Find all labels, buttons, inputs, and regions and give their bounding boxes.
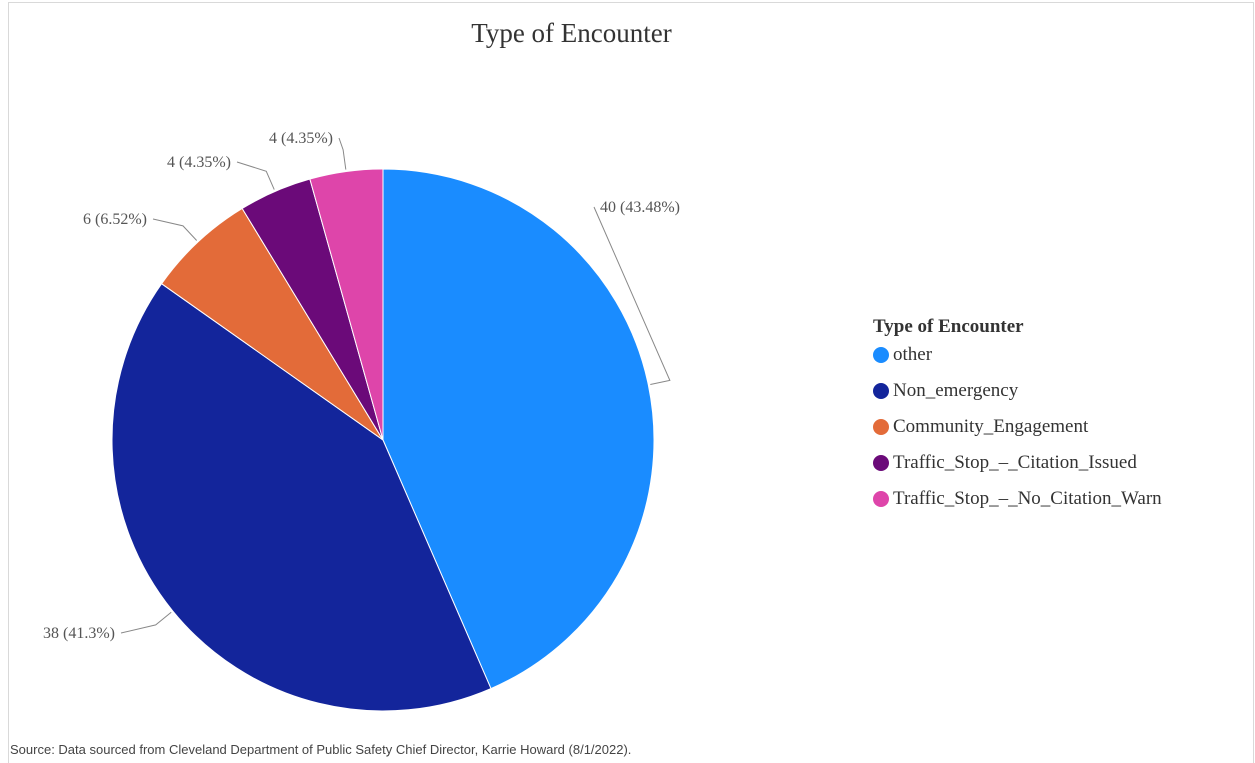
legend-item-0[interactable]: other — [873, 344, 1162, 380]
legend-item-3[interactable]: Traffic_Stop_–_Citation_Issued — [873, 452, 1162, 488]
data-label-1: 38 (41.3%) — [43, 625, 115, 642]
legend: Type of Encounter other Non_emergency Comm… — [873, 316, 1162, 524]
leader-line-2 — [152, 218, 198, 241]
legend-swatch-icon — [873, 455, 889, 471]
legend-item-4[interactable]: Traffic_Stop_–_No_Citation_Warn — [873, 488, 1162, 524]
pie-slice-2[interactable] — [160, 207, 384, 441]
data-label-3: 4 (4.35%) — [167, 154, 231, 171]
pie-slice-1[interactable] — [111, 283, 492, 712]
pie-slice-4[interactable] — [309, 168, 384, 441]
legend-item-1[interactable]: Non_emergency — [873, 380, 1162, 416]
leader-line-1 — [120, 611, 172, 634]
data-label-2: 6 (6.52%) — [83, 211, 147, 228]
data-label-0: 40 (43.48%) — [600, 199, 680, 216]
legend-title: Type of Encounter — [873, 316, 1024, 337]
chart-title: Type of Encounter — [471, 18, 672, 48]
source-note: Source: Data sourced from Cleveland Depa… — [10, 742, 632, 757]
pie-slice-0[interactable] — [382, 168, 655, 690]
legend-swatch-icon — [873, 383, 889, 399]
leader-line-3 — [236, 161, 275, 190]
legend-item-2[interactable]: Community_Engagement — [873, 416, 1162, 452]
legend-swatch-icon — [873, 491, 889, 507]
legend-label: Traffic_Stop_–_No_Citation_Warn — [893, 488, 1162, 509]
chart-frame — [8, 2, 1254, 763]
legend-label: Community_Engagement — [893, 416, 1089, 437]
legend-swatch-icon — [873, 419, 889, 435]
legend-swatch-icon — [873, 347, 889, 363]
legend-label: other — [893, 344, 933, 365]
legend-label: Non_emergency — [893, 380, 1019, 401]
legend-label: Traffic_Stop_–_Citation_Issued — [893, 452, 1137, 473]
leader-line-0 — [593, 206, 671, 385]
leader-line-4 — [338, 137, 347, 170]
data-label-4: 4 (4.35%) — [269, 130, 333, 147]
